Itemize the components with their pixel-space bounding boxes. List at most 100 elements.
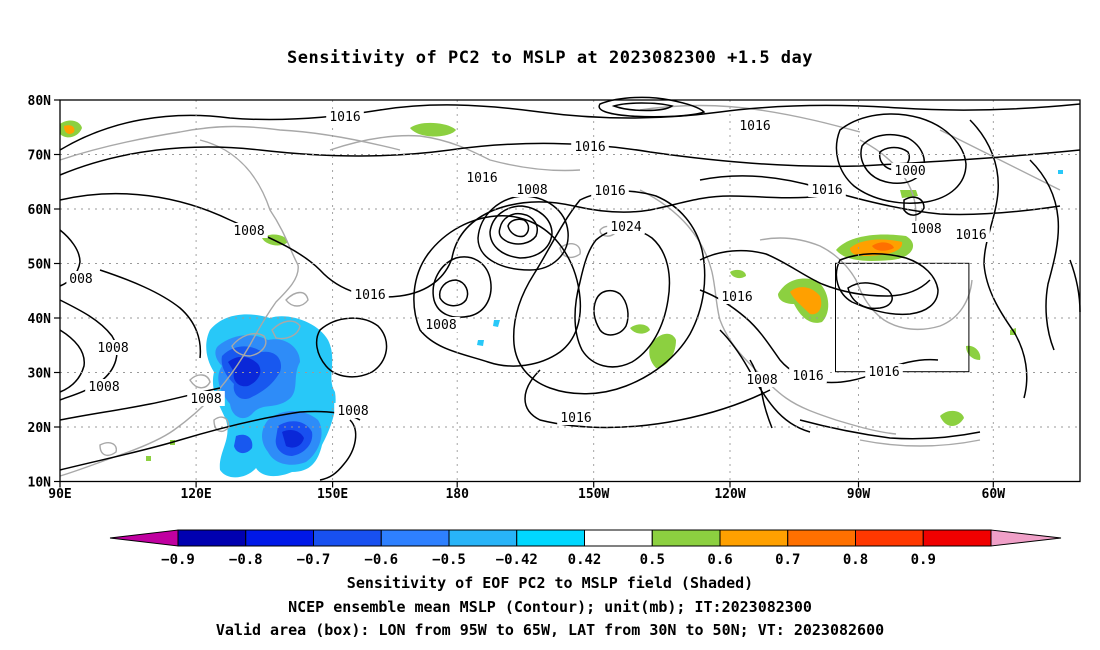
contour-label-bg xyxy=(718,289,756,304)
contour-label: 1008 xyxy=(425,318,456,333)
contour-label: 1016 xyxy=(792,369,823,384)
colorbar-swatch xyxy=(787,529,856,547)
colorbar-swatch xyxy=(584,529,653,547)
contour-label: 1016 xyxy=(466,171,497,186)
footer-line-3: Valid area (box): LON from 95W to 65W, L… xyxy=(215,621,885,639)
contour-label-bg xyxy=(230,223,268,238)
colorbar: −0.9 −0.8 −0.7 −0.6 −0.5 −0.42 0.42 0.5 0.6 0.7 0.… xyxy=(109,529,1062,568)
colorbar-swatch xyxy=(448,529,518,547)
figure-title: Sensitivity of PC2 to MSLP at 2023082300… xyxy=(286,48,813,68)
lat-label: 30N xyxy=(28,367,52,382)
contour-label: 1008 xyxy=(97,341,128,356)
lon-label: 90W xyxy=(847,487,871,502)
lat-label: 50N xyxy=(28,258,52,273)
lat-label: 70N xyxy=(28,149,52,164)
contour-label: 1016 xyxy=(329,110,360,125)
contour-label: 1016 xyxy=(811,183,842,198)
colorbar-label: −0.9 xyxy=(161,552,195,568)
contour-label: 1016 xyxy=(721,290,752,305)
contour-label: 008 xyxy=(69,272,92,287)
contour-label: 1016 xyxy=(955,228,986,243)
contour-label: 1016 xyxy=(868,365,899,380)
colorbar-label: 0.9 xyxy=(911,552,936,568)
contour-labels: 1016 1016 1016 1008 1016 1024 1008 1016 1016 008 1… xyxy=(66,109,990,426)
contour-label-bg xyxy=(789,368,827,383)
contour-label-bg xyxy=(571,139,609,154)
colorbar-swatches xyxy=(109,529,1062,547)
contour-label-bg xyxy=(952,227,990,242)
lon-label: 120W xyxy=(714,487,745,502)
contour-label: 1008 xyxy=(516,183,547,198)
contour-label-bg xyxy=(85,379,123,394)
contour-label-bg xyxy=(607,219,645,234)
contour-label-bg xyxy=(187,391,225,406)
contour-label: 1016 xyxy=(574,140,605,155)
colorbar-label: 0.6 xyxy=(707,552,732,568)
contour-label-bg xyxy=(907,221,945,236)
footer-line-2: NCEP ensemble mean MSLP (Contour); unit(… xyxy=(288,598,812,616)
colorbar-label: −0.8 xyxy=(229,552,263,568)
colorbar-swatch xyxy=(922,529,992,547)
lat-label: 80N xyxy=(28,94,52,109)
contour-label: 1008 xyxy=(233,224,264,239)
lon-label: 150E xyxy=(317,487,348,502)
colorbar-arrow-high xyxy=(990,529,1062,547)
contour-label-bg xyxy=(351,287,389,302)
colorbar-swatch xyxy=(313,529,382,547)
contour-label: 1000 xyxy=(894,164,925,179)
contour-label: 1016 xyxy=(354,288,385,303)
contour-label-bg xyxy=(891,163,929,178)
contour-label-bg xyxy=(326,109,364,124)
gridlines xyxy=(60,100,1080,482)
mslp-contours xyxy=(59,96,1081,481)
contour-label: 1008 xyxy=(337,404,368,419)
colorbar-swatch xyxy=(177,529,247,547)
colorbar-label: 0.8 xyxy=(843,552,868,568)
contour-label: 1008 xyxy=(746,373,777,388)
colorbar-swatch xyxy=(380,529,450,547)
colorbar-label: 0.42 xyxy=(568,552,602,568)
negative-sensitivity-shading xyxy=(206,314,500,478)
lon-label: 120E xyxy=(180,487,211,502)
lon-label: 150W xyxy=(578,487,609,502)
contour-label-bg xyxy=(808,182,846,197)
colorbar-label: −0.42 xyxy=(496,552,538,568)
contour-label: 1008 xyxy=(190,392,221,407)
contour-label-bg xyxy=(591,183,629,198)
contour-label-bg xyxy=(463,170,501,185)
colorbar-label: −0.7 xyxy=(297,552,331,568)
lat-label: 40N xyxy=(28,312,52,327)
contour-label-bg xyxy=(743,372,781,387)
colorbar-swatch xyxy=(651,529,721,547)
colorbar-swatch xyxy=(719,529,789,547)
colorbar-swatch xyxy=(245,529,314,547)
lon-label: 90E xyxy=(48,487,71,502)
contour-label-bg xyxy=(736,118,774,133)
lon-label: 180 xyxy=(445,487,469,502)
lon-label: 60W xyxy=(982,487,1006,502)
contour-label-bg xyxy=(557,410,595,425)
coastlines xyxy=(59,104,1061,477)
colorbar-labels: −0.9 −0.8 −0.7 −0.6 −0.5 −0.42 0.42 0.5 0.6 0.7 0.… xyxy=(161,552,936,568)
longitude-labels: 90E 120E 150E 180 150W 120W 90W 60W xyxy=(48,481,1006,502)
contour-label: 1016 xyxy=(739,119,770,134)
lat-label: 20N xyxy=(28,421,52,436)
contour-label: 1016 xyxy=(560,411,591,426)
map-panel: 1016 1016 1016 1008 1016 1024 1008 1016 1016 008 1… xyxy=(28,94,1081,502)
colorbar-swatch xyxy=(855,529,924,547)
colorbar-swatch xyxy=(516,529,585,547)
latitude-labels: 80N 70N 60N 50N 40N 30N 20N 10N xyxy=(28,94,60,491)
contour-label-bg xyxy=(94,340,132,355)
lat-label: 10N xyxy=(28,476,52,491)
colorbar-arrow-low xyxy=(109,529,179,547)
contour-label: 1008 xyxy=(910,222,941,237)
contour-label: 1024 xyxy=(610,220,641,235)
colorbar-label: −0.6 xyxy=(364,552,398,568)
colorbar-label: −0.5 xyxy=(432,552,466,568)
colorbar-label: 0.5 xyxy=(640,552,665,568)
contour-label-bg xyxy=(66,271,96,286)
contour-label-bg xyxy=(334,403,372,418)
contour-label-bg xyxy=(422,317,460,332)
map-frame xyxy=(59,99,1081,483)
